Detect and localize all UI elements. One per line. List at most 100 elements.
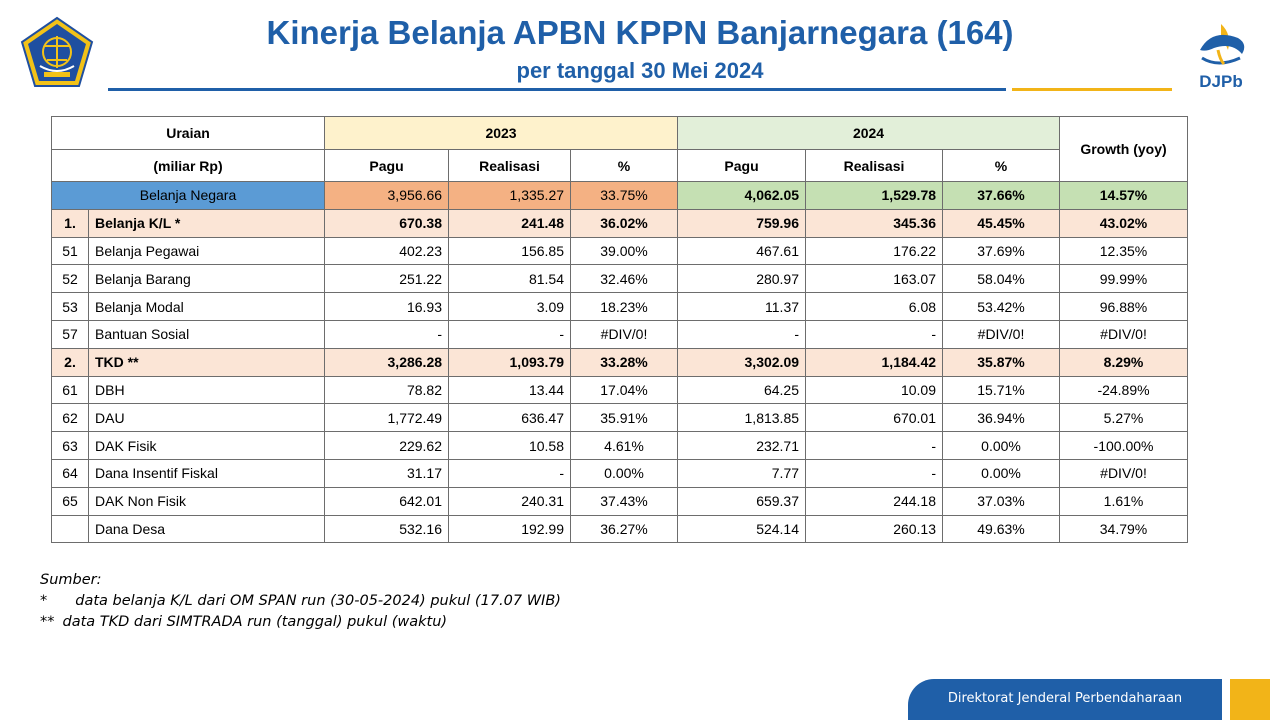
row-label: Belanja K/L * xyxy=(87,208,326,238)
cell-realisasi-2024: 176.22 xyxy=(805,236,944,266)
total-pagu-2024: 4,062.05 xyxy=(677,181,807,210)
header-pagu-2024: Pagu xyxy=(677,149,807,182)
total-realisasi-2024: 1,529.78 xyxy=(805,181,944,210)
row-label: DBH xyxy=(87,375,326,405)
kemenkeu-emblem-icon xyxy=(20,16,94,88)
cell-pagu-2024: 659.37 xyxy=(677,486,807,516)
row-label: DAU xyxy=(87,403,326,433)
note-tkd-marker: ** xyxy=(40,614,55,630)
cell-pagu-2024: - xyxy=(677,319,807,349)
table-row: 52 Belanja Barang 251.22 81.54 32.46% 280.97 1… xyxy=(51,264,1189,294)
row-label: Dana Desa xyxy=(87,514,326,544)
cell-pct-2024: 15.71% xyxy=(942,375,1061,405)
total-label: Belanja Negara xyxy=(50,181,326,210)
djpb-logo-icon: DJPb xyxy=(1188,20,1254,94)
cell-realisasi-2023: 1,093.79 xyxy=(448,347,572,377)
cell-pct-2024: 0.00% xyxy=(942,431,1061,460)
row-label: Bantuan Sosial xyxy=(87,319,326,349)
budget-performance-table: Uraian 2023 2024 Growth (yoy) (miliar Rp… xyxy=(50,116,1189,544)
note-tkd: ** data TKD dari SIMTRADA run (tanggal) p… xyxy=(40,612,561,633)
page-title: Kinerja Belanja APBN KPPN Banjarnegara (… xyxy=(266,14,1014,51)
cell-pagu-2024: 64.25 xyxy=(677,375,807,405)
cell-pagu-2023: 642.01 xyxy=(324,486,450,516)
cell-growth: #DIV/0! xyxy=(1059,319,1189,349)
cell-pagu-2023: 532.16 xyxy=(324,514,450,544)
cell-pagu-2023: 1,772.49 xyxy=(324,403,450,433)
cell-pct-2023: 36.27% xyxy=(570,514,679,544)
header-realisasi-2024: Realisasi xyxy=(805,149,944,182)
header-growth: Growth (yoy) xyxy=(1059,116,1189,182)
cell-pct-2024: 37.03% xyxy=(942,486,1061,516)
cell-pct-2023: 4.61% xyxy=(570,431,679,460)
row-index: 64 xyxy=(51,458,89,488)
row-index: 61 xyxy=(51,375,89,405)
cell-pct-2023: #DIV/0! xyxy=(570,319,679,349)
table-row: 63 DAK Fisik 229.62 10.58 4.61% 232.71-0.00% -… xyxy=(51,431,1189,460)
row-index: 51 xyxy=(51,236,89,266)
source-notes: Sumber: * data belanja K/L dari OM SPAN r… xyxy=(40,570,561,633)
note-kl-marker: * xyxy=(40,593,48,609)
header-pct-2023: % xyxy=(570,149,679,182)
header-pagu-2023: Pagu xyxy=(324,149,450,182)
cell-pagu-2023: 251.22 xyxy=(324,264,450,294)
cell-pagu-2023: 229.62 xyxy=(324,431,450,460)
row-label: Dana Insentif Fiskal xyxy=(87,458,326,488)
cell-pagu-2023: 31.17 xyxy=(324,458,450,488)
djpb-brand-text: DJPb xyxy=(1199,72,1243,91)
cell-growth: 1.61% xyxy=(1059,486,1189,516)
cell-pct-2024: 58.04% xyxy=(942,264,1061,294)
row-label: Belanja Barang xyxy=(87,264,326,294)
cell-realisasi-2024: - xyxy=(805,431,944,460)
footer-accent xyxy=(1230,679,1270,720)
cell-realisasi-2024: 163.07 xyxy=(805,264,944,294)
row-index: 65 xyxy=(51,486,89,516)
row-index: 62 xyxy=(51,403,89,433)
row-index: 63 xyxy=(51,431,89,460)
row-label: DAK Non Fisik xyxy=(87,486,326,516)
table-row: 57 Bantuan Sosial - - #DIV/0! - - #DIV/0! #DIV/0… xyxy=(51,319,1189,349)
cell-realisasi-2024: 244.18 xyxy=(805,486,944,516)
cell-realisasi-2023: 13.44 xyxy=(448,375,572,405)
cell-realisasi-2023: 81.54 xyxy=(448,264,572,294)
cell-growth: 96.88% xyxy=(1059,292,1189,321)
row-label: DAK Fisik xyxy=(87,431,326,460)
header-row-sub: (miliar Rp) Pagu Realisasi % Pagu Realis… xyxy=(50,149,1188,182)
cell-realisasi-2023: 636.47 xyxy=(448,403,572,433)
note-kl: * data belanja K/L dari OM SPAN run (30-0… xyxy=(40,591,561,612)
header-year-2024: 2024 xyxy=(677,116,1061,150)
cell-pct-2023: 36.02% xyxy=(570,208,679,238)
cell-pagu-2024: 232.71 xyxy=(677,431,807,460)
cell-pagu-2023: 402.23 xyxy=(324,236,450,266)
note-kl-text: data belanja K/L dari OM SPAN run (30-05… xyxy=(75,593,561,609)
note-tkd-text: data TKD dari SIMTRADA run (tanggal) puk… xyxy=(62,614,448,630)
cell-realisasi-2024: 670.01 xyxy=(805,403,944,433)
cell-realisasi-2024: 345.36 xyxy=(805,208,944,238)
subtotal-row: 1. Belanja K/L * 670.38 241.48 36.02% 759.96 3… xyxy=(51,208,1189,238)
cell-pct-2024: 45.45% xyxy=(942,208,1061,238)
cell-growth: 12.35% xyxy=(1059,236,1189,266)
row-index: 53 xyxy=(51,292,89,321)
cell-pct-2024: 36.94% xyxy=(942,403,1061,433)
footer-text: Direktorat Jenderal Perbendaharaan xyxy=(947,691,1183,706)
cell-pagu-2024: 759.96 xyxy=(677,208,807,238)
cell-growth: -100.00% xyxy=(1059,431,1189,460)
cell-pct-2023: 37.43% xyxy=(570,486,679,516)
cell-realisasi-2024: - xyxy=(805,458,944,488)
table-row: 62 DAU 1,772.49 636.47 35.91% 1,813.85 670.01 3… xyxy=(51,403,1189,433)
cell-pagu-2024: 11.37 xyxy=(677,292,807,321)
cell-pct-2024: 53.42% xyxy=(942,292,1061,321)
cell-realisasi-2023: 240.31 xyxy=(448,486,572,516)
cell-growth: 5.27% xyxy=(1059,403,1189,433)
cell-pagu-2023: 3,286.28 xyxy=(324,347,450,377)
cell-pct-2024: 49.63% xyxy=(942,514,1061,544)
cell-pagu-2024: 524.14 xyxy=(677,514,807,544)
table-row: 64 Dana Insentif Fiskal 31.17-0.00% 7.77-0.… xyxy=(51,458,1189,488)
row-index: 2. xyxy=(51,347,89,377)
cell-pagu-2023: - xyxy=(324,319,450,349)
notes-heading: Sumber: xyxy=(40,572,102,588)
cell-realisasi-2023: 192.99 xyxy=(448,514,572,544)
row-index: 1. xyxy=(51,208,89,238)
header-unit: (miliar Rp) xyxy=(50,149,326,182)
cell-pct-2024: 37.69% xyxy=(942,236,1061,266)
cell-growth: #DIV/0! xyxy=(1059,458,1189,488)
